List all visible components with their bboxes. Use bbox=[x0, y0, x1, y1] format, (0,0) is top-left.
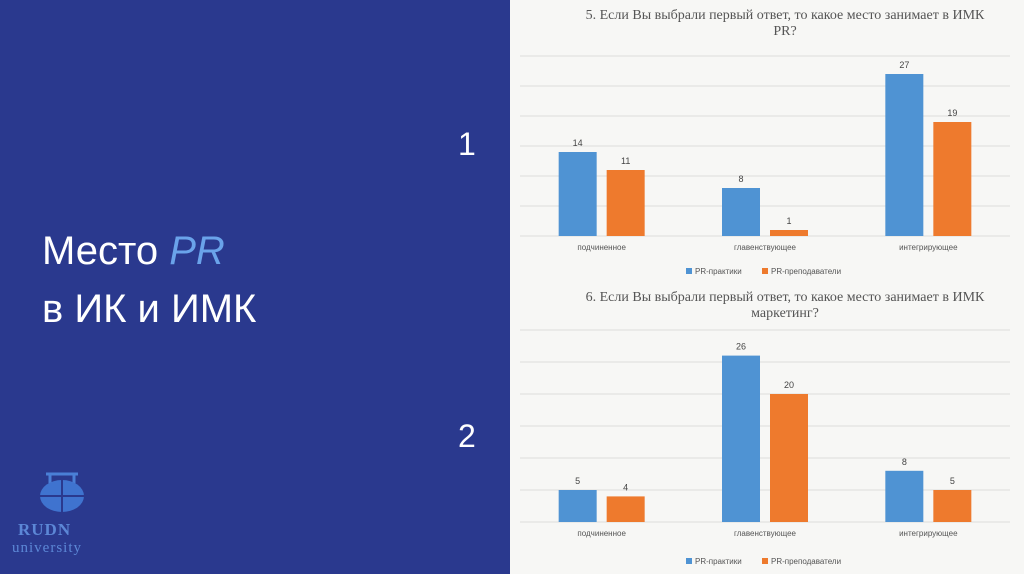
chart1-data-label: 11 bbox=[621, 156, 630, 166]
chart2-category-label: интегрирующее bbox=[899, 529, 958, 538]
chart1-bar bbox=[885, 74, 924, 236]
chart1-data-label: 27 bbox=[899, 60, 909, 70]
chart2-legend-label: PR-преподаватели bbox=[771, 557, 841, 566]
chart2-bar bbox=[722, 355, 760, 522]
logo-text-rudn: RUDN bbox=[18, 520, 72, 539]
chart1-legend-swatch bbox=[762, 268, 768, 274]
chart2-data-label: 5 bbox=[575, 476, 580, 486]
chart1-category-label: интегрирующее bbox=[899, 243, 958, 252]
logo-text-university: university bbox=[12, 540, 82, 556]
chart2-bar bbox=[606, 496, 645, 522]
charts-panel bbox=[510, 0, 1024, 574]
chart-number-1: 1 bbox=[458, 126, 476, 162]
slide-title-line2: в ИК и ИМК bbox=[42, 287, 257, 331]
slide-title-line1: Место PR bbox=[42, 222, 256, 280]
chart1-bar bbox=[933, 122, 972, 236]
title-prefix: Место bbox=[42, 229, 170, 273]
chart2-data-label: 26 bbox=[736, 342, 746, 352]
chart2-data-label: 4 bbox=[623, 482, 628, 492]
chart1: 14 11 подчиненное 8 1 главенствующее 27 19 интег… bbox=[520, 55, 1010, 276]
chart2-category-label: подчиненное bbox=[577, 529, 626, 538]
chart1-title-line1: 5. Если Вы выбрали первый ответ, то како… bbox=[585, 8, 985, 23]
chart2-bar bbox=[933, 490, 972, 522]
chart2-legend-swatch bbox=[762, 558, 768, 564]
slide-title: Место PR в ИК и ИМК bbox=[42, 222, 256, 338]
chart2-title-line1: 6. Если Вы выбрали первый ответ, то како… bbox=[585, 290, 985, 305]
chart2-data-label: 5 bbox=[950, 476, 955, 486]
chart1-data-label: 8 bbox=[738, 174, 743, 184]
chart2-bar bbox=[558, 490, 597, 522]
chart1-data-label: 1 bbox=[786, 216, 791, 226]
chart1-data-label: 19 bbox=[947, 108, 957, 118]
chart1-data-label: 14 bbox=[573, 138, 583, 148]
rudn-logo bbox=[40, 472, 84, 512]
chart2-data-label: 8 bbox=[902, 457, 907, 467]
chart1-legend-swatch bbox=[686, 268, 692, 274]
chart1-bar bbox=[722, 188, 760, 236]
chart1-legend-label: PR-практики bbox=[695, 267, 742, 276]
chart2-title: 6. Если Вы выбрали первый ответ, то како… bbox=[560, 290, 1010, 322]
chart1-category-label: подчиненное bbox=[577, 243, 626, 252]
chart1-title-line2: PR? bbox=[773, 24, 797, 39]
chart2-bar bbox=[770, 394, 808, 522]
chart2-title-line2: маркетинг? bbox=[751, 306, 819, 321]
chart-number-2: 2 bbox=[458, 418, 476, 454]
chart1-legend-label: PR-преподаватели bbox=[771, 267, 841, 276]
chart2-legend-swatch bbox=[686, 558, 692, 564]
chart2-legend-label: PR-практики bbox=[695, 557, 742, 566]
chart1-bar bbox=[606, 170, 645, 236]
left-panel bbox=[0, 0, 510, 574]
chart2: 5 4 подчиненное 26 20 главенствующее 8 5 интегри… bbox=[520, 329, 1010, 566]
chart1-bar bbox=[770, 230, 808, 236]
chart2-category-label: главенствующее bbox=[734, 529, 797, 538]
chart1-category-label: главенствующее bbox=[734, 243, 797, 252]
chart1-title: 5. Если Вы выбрали первый ответ, то како… bbox=[560, 8, 1010, 40]
chart2-bar bbox=[885, 470, 924, 522]
title-accent: PR bbox=[169, 229, 225, 273]
chart2-data-label: 20 bbox=[784, 380, 794, 390]
chart1-bar bbox=[558, 152, 597, 236]
